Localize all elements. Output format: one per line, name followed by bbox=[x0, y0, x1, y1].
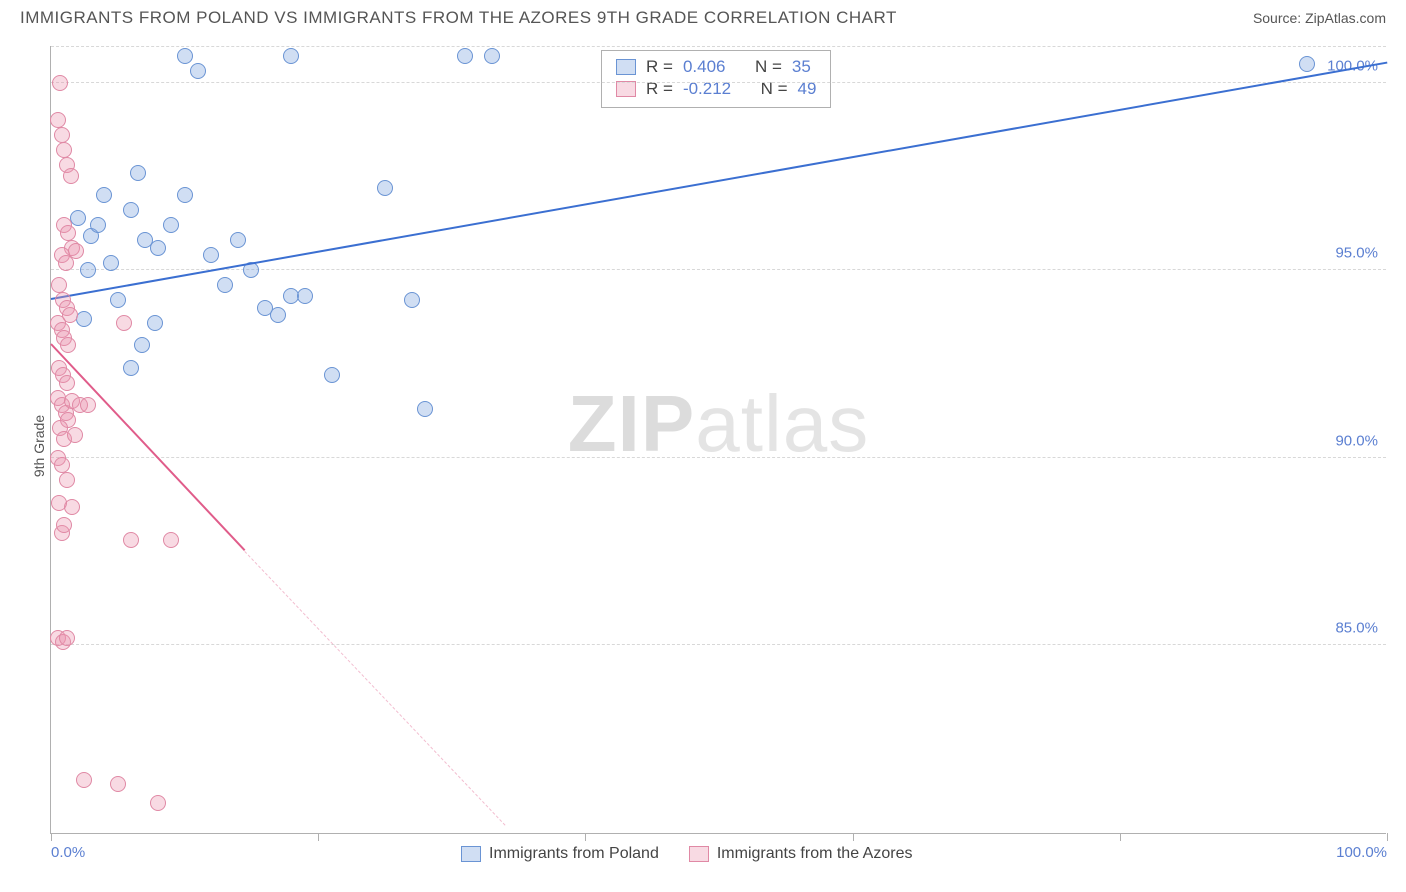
r-label: R = bbox=[646, 57, 673, 77]
gridline-h bbox=[51, 46, 1386, 47]
legend-swatch bbox=[616, 59, 636, 75]
x-tick bbox=[51, 833, 52, 841]
scatter-point bbox=[147, 315, 163, 331]
scatter-point bbox=[103, 255, 119, 271]
scatter-point bbox=[60, 337, 76, 353]
legend-label: Immigrants from Poland bbox=[489, 845, 659, 863]
scatter-point bbox=[116, 315, 132, 331]
scatter-point bbox=[80, 397, 96, 413]
x-tick bbox=[585, 833, 586, 841]
gridline-h bbox=[51, 82, 1386, 83]
scatter-point bbox=[177, 48, 193, 64]
scatter-point bbox=[76, 772, 92, 788]
y-tick-label: 90.0% bbox=[1335, 432, 1378, 449]
watermark-bold: ZIP bbox=[568, 379, 695, 468]
stats-row: R = 0.406 N = 35 bbox=[616, 57, 816, 77]
x-tick-label: 100.0% bbox=[1336, 844, 1387, 861]
scatter-point bbox=[163, 532, 179, 548]
scatter-point bbox=[51, 277, 67, 293]
scatter-point bbox=[63, 168, 79, 184]
scatter-point bbox=[324, 367, 340, 383]
legend-swatch bbox=[616, 81, 636, 97]
scatter-point bbox=[110, 292, 126, 308]
gridline-h bbox=[51, 457, 1386, 458]
scatter-point bbox=[51, 495, 67, 511]
scatter-point bbox=[377, 180, 393, 196]
scatter-point bbox=[404, 292, 420, 308]
gridline-h bbox=[51, 644, 1386, 645]
scatter-point bbox=[90, 217, 106, 233]
scatter-point bbox=[56, 517, 72, 533]
header: IMMIGRANTS FROM POLAND VS IMMIGRANTS FRO… bbox=[0, 0, 1406, 32]
y-axis-title: 9th Grade bbox=[31, 415, 47, 477]
scatter-point bbox=[58, 255, 74, 271]
chart-title: IMMIGRANTS FROM POLAND VS IMMIGRANTS FRO… bbox=[20, 8, 897, 28]
scatter-point bbox=[217, 277, 233, 293]
scatter-point bbox=[163, 217, 179, 233]
y-tick-label: 85.0% bbox=[1335, 620, 1378, 637]
scatter-point bbox=[283, 48, 299, 64]
legend-swatch bbox=[461, 846, 481, 862]
watermark-light: atlas bbox=[695, 379, 869, 468]
scatter-point bbox=[484, 48, 500, 64]
scatter-point bbox=[54, 127, 70, 143]
scatter-point bbox=[52, 75, 68, 91]
legend-label: Immigrants from the Azores bbox=[717, 845, 913, 863]
scatter-point bbox=[417, 401, 433, 417]
scatter-point bbox=[230, 232, 246, 248]
scatter-point bbox=[50, 112, 66, 128]
scatter-point bbox=[270, 307, 286, 323]
scatter-point bbox=[190, 63, 206, 79]
scatter-point bbox=[134, 337, 150, 353]
legend-swatch bbox=[689, 846, 709, 862]
x-tick bbox=[853, 833, 854, 841]
x-tick bbox=[1387, 833, 1388, 841]
scatter-point bbox=[110, 776, 126, 792]
scatter-point bbox=[96, 187, 112, 203]
scatter-point bbox=[457, 48, 473, 64]
y-tick-label: 95.0% bbox=[1335, 245, 1378, 262]
scatter-point bbox=[123, 202, 139, 218]
scatter-point bbox=[123, 532, 139, 548]
n-label: N = bbox=[755, 57, 782, 77]
source-label: Source: ZipAtlas.com bbox=[1253, 10, 1386, 26]
scatter-point bbox=[59, 630, 75, 646]
scatter-point bbox=[67, 427, 83, 443]
scatter-point bbox=[150, 795, 166, 811]
legend-item: Immigrants from the Azores bbox=[689, 845, 913, 863]
scatter-point bbox=[80, 262, 96, 278]
scatter-point bbox=[177, 187, 193, 203]
legend-item: Immigrants from Poland bbox=[461, 845, 659, 863]
r-value: 0.406 bbox=[683, 57, 726, 77]
scatter-point bbox=[150, 240, 166, 256]
scatter-point bbox=[297, 288, 313, 304]
trend-line bbox=[50, 344, 245, 552]
scatter-point bbox=[60, 225, 76, 241]
x-tick bbox=[1120, 833, 1121, 841]
scatter-point bbox=[130, 165, 146, 181]
scatter-point bbox=[203, 247, 219, 263]
scatter-point bbox=[76, 311, 92, 327]
scatter-point bbox=[59, 472, 75, 488]
trend-line-dashed bbox=[244, 551, 505, 826]
scatter-chart: ZIPatlas R = 0.406 N = 35 R = -0.212 N =… bbox=[50, 46, 1386, 834]
scatter-point bbox=[123, 360, 139, 376]
n-value: 35 bbox=[792, 57, 811, 77]
bottom-legend: Immigrants from Poland Immigrants from t… bbox=[461, 845, 912, 863]
scatter-point bbox=[56, 142, 72, 158]
scatter-point bbox=[54, 457, 70, 473]
x-tick bbox=[318, 833, 319, 841]
x-tick-label: 0.0% bbox=[51, 844, 85, 861]
stats-box: R = 0.406 N = 35 R = -0.212 N = 49 bbox=[601, 50, 831, 108]
scatter-point bbox=[59, 375, 75, 391]
scatter-point bbox=[1299, 56, 1315, 72]
